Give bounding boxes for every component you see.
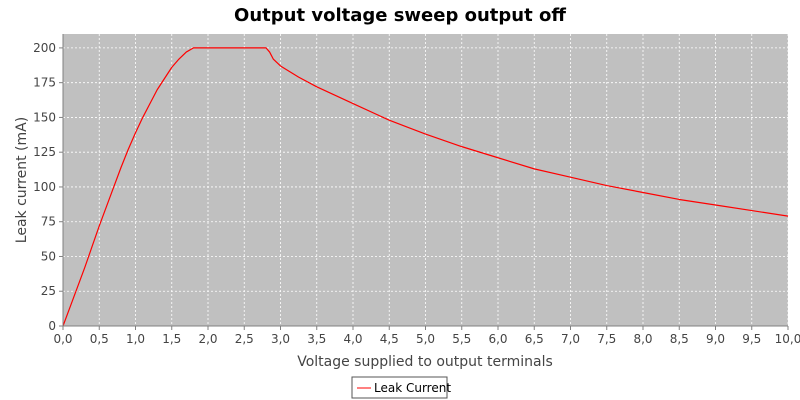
x-tick-label: 0,5: [90, 332, 109, 346]
y-tick-label: 100: [33, 180, 56, 194]
y-axis-label: Leak current (mA): [14, 117, 30, 243]
y-tick-label: 200: [33, 41, 56, 55]
grid-lines: [63, 34, 789, 326]
x-tick-label: 7,5: [597, 332, 616, 346]
x-tick-label: 4,5: [380, 332, 399, 346]
x-tick-label: 6,5: [525, 332, 544, 346]
x-tick-label: 6,0: [488, 332, 507, 346]
y-tick-label: 75: [41, 215, 56, 229]
x-tick-label: 10,0: [775, 332, 800, 346]
y-axis-ticks: 0 25 50 75 100 125 150 175 200: [33, 41, 63, 333]
x-tick-label: 2,0: [198, 332, 217, 346]
x-tick-label: 8,5: [670, 332, 689, 346]
series-line-leak-current: [62, 47, 789, 327]
series-layer: [62, 47, 789, 327]
y-tick-label: 150: [33, 110, 56, 124]
legend: Leak Current: [351, 376, 451, 399]
x-tick-label: 5,5: [452, 332, 471, 346]
x-tick-label: 0,0: [53, 332, 72, 346]
y-tick-label: 125: [33, 145, 56, 159]
y-tick-label: 50: [41, 249, 56, 263]
x-tick-label: 1,0: [126, 332, 145, 346]
y-tick-label: 25: [41, 284, 56, 298]
x-tick-label: 8,0: [633, 332, 652, 346]
y-tick-label: 0: [48, 319, 56, 333]
x-tick-label: 3,5: [307, 332, 326, 346]
legend-label: Leak Current: [374, 381, 451, 395]
chart-title: Output voltage sweep output off: [234, 5, 566, 26]
x-tick-label: 3,0: [271, 332, 290, 346]
x-tick-label: 1,5: [162, 332, 181, 346]
x-tick-label: 2,5: [235, 332, 254, 346]
x-axis-label: Voltage supplied to output terminals: [297, 354, 553, 370]
x-tick-label: 7,0: [561, 332, 580, 346]
x-tick-label: 9,0: [706, 332, 725, 346]
x-tick-label: 4,0: [343, 332, 362, 346]
x-tick-label: 9,5: [742, 332, 761, 346]
legend-box: [351, 376, 448, 399]
x-tick-label: 5,0: [416, 332, 435, 346]
x-axis-ticks: 0,0 0,5 1,0 1,5 2,0 2,5 3,0 3,5 4,0 4,5 5,0 5,5 6,0 6…: [53, 326, 800, 346]
y-tick-label: 175: [33, 76, 56, 90]
